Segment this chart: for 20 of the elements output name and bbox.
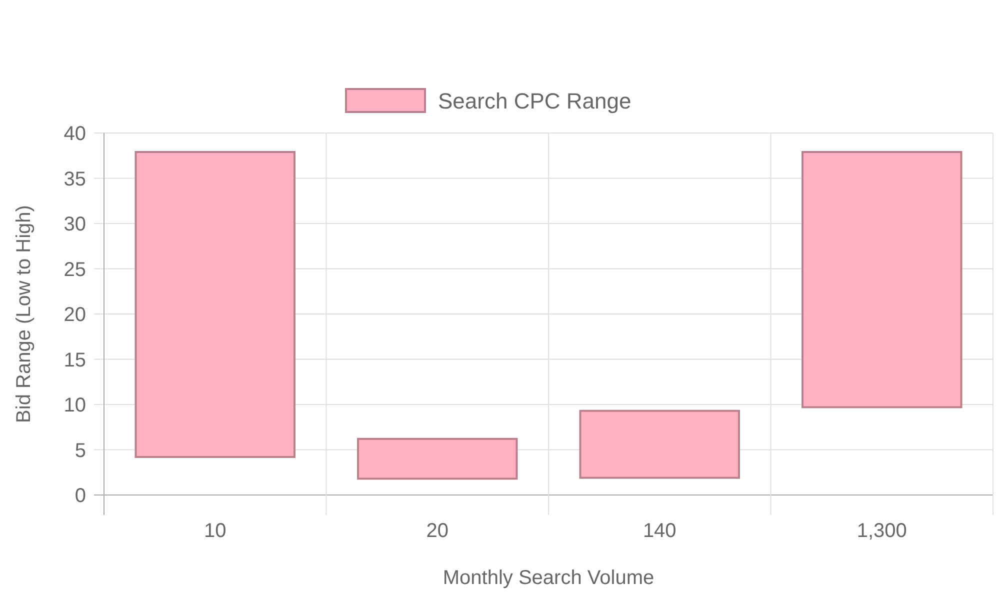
- x-tick-label: 140: [642, 520, 676, 542]
- x-tick-label: 20: [426, 520, 448, 542]
- y-tick-label: 0: [74, 485, 86, 507]
- y-tick-label: 15: [64, 349, 86, 372]
- y-tick-label: 5: [74, 440, 86, 462]
- y-tick-label: 10: [64, 394, 86, 416]
- y-tick-label: 20: [64, 304, 86, 326]
- bar: [579, 410, 740, 479]
- x-tick-label: 10: [204, 520, 226, 542]
- x-axis-title: Monthly Search Volume: [442, 567, 654, 589]
- bar: [802, 151, 962, 408]
- y-tick-label: 35: [64, 168, 86, 190]
- y-tick-label: 30: [64, 214, 86, 236]
- bar: [134, 151, 296, 458]
- y-axis-title: Bid Range (Low to High): [13, 205, 35, 423]
- bar: [356, 438, 518, 480]
- x-tick-label: 1,300: [856, 520, 907, 542]
- legend-label: Search CPC Range: [438, 88, 632, 114]
- y-tick-label: 25: [64, 258, 86, 281]
- y-tick-label: 40: [64, 123, 86, 145]
